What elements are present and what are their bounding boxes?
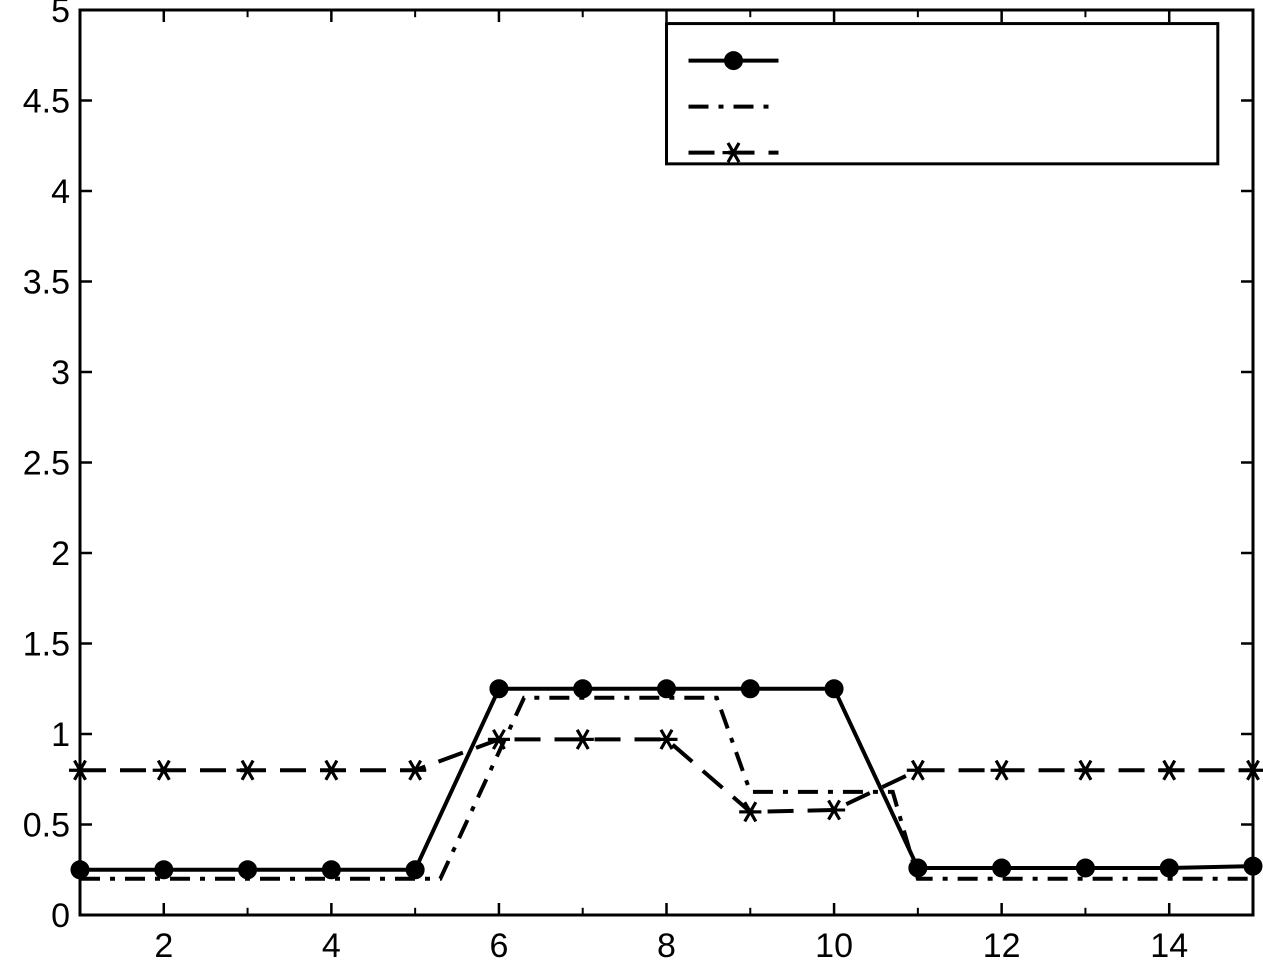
- x-tick-label: 14: [1150, 927, 1188, 965]
- line-chart: 2 4 6 8 10 12 14 0 0.5 1 1.5 2 2.5 3 3.5 4 4.5 5: [0, 0, 1263, 971]
- chart-svg: 2 4 6 8 10 12 14 0 0.5 1 1.5 2 2.5 3 3.5 4 4.5 5: [0, 0, 1263, 971]
- y-tick-label: 4: [51, 173, 70, 211]
- x-tick-label: 2: [154, 927, 173, 965]
- y-tick-label: 2: [51, 535, 70, 573]
- x-tick-label: 10: [815, 927, 853, 965]
- y-tick-label: 5: [51, 0, 70, 30]
- y-tick-label: 3: [51, 354, 70, 392]
- y-tick-label: 0: [51, 897, 70, 935]
- y-tick-label: 4.5: [23, 82, 70, 120]
- y-tick-label: 3.5: [23, 263, 70, 301]
- x-tick-label: 6: [489, 927, 508, 965]
- legend: [667, 24, 1218, 164]
- x-tick-label: 8: [657, 927, 676, 965]
- y-tick-label: 2.5: [23, 444, 70, 482]
- y-tick-label: 0.5: [23, 806, 70, 844]
- x-tick-label: 4: [322, 927, 341, 965]
- y-tick-label: 1.5: [23, 625, 70, 663]
- x-tick-label: 12: [983, 927, 1021, 965]
- y-tick-label: 1: [51, 716, 70, 754]
